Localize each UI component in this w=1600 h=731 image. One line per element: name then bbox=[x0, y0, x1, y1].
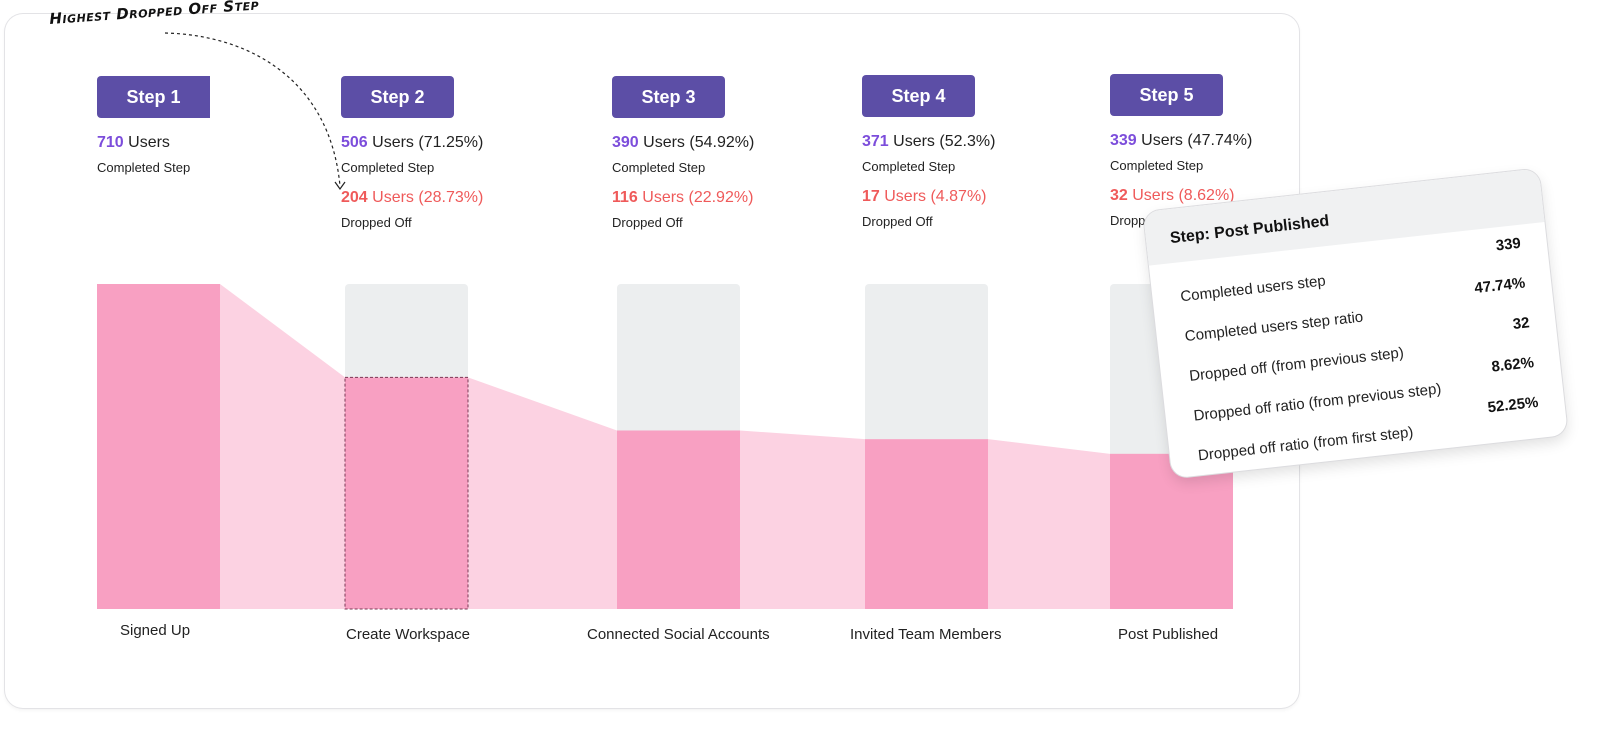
completed-users: 506 Users (71.25%) bbox=[341, 134, 483, 152]
completed-count: 710 bbox=[97, 134, 124, 151]
completed-text: Users bbox=[123, 134, 170, 151]
bar-invited-team-members[interactable] bbox=[865, 439, 988, 609]
dropped-count: 204 bbox=[341, 189, 368, 206]
step-3-column: Step 3 390 Users (54.92%) Completed Step… bbox=[612, 76, 754, 230]
completed-count: 506 bbox=[341, 134, 368, 151]
completed-label: Completed Step bbox=[1110, 158, 1204, 173]
funnel-connector bbox=[468, 377, 617, 609]
dropped-label: Dropped Off bbox=[341, 215, 412, 230]
bar-connected-social-accounts[interactable] bbox=[617, 430, 740, 609]
step-badge[interactable]: Step 1 bbox=[97, 76, 210, 118]
annotation-arrow bbox=[164, 32, 341, 187]
dropped-users: 17 Users (4.87%) bbox=[862, 188, 995, 206]
completed-text: Users (52.3%) bbox=[888, 133, 996, 150]
dropped-users: 204 Users (28.73%) bbox=[341, 189, 483, 207]
tooltip-row-value: 52.25% bbox=[1486, 393, 1540, 417]
funnel-connector bbox=[220, 284, 345, 609]
tooltip-row-value: 339 bbox=[1494, 234, 1522, 255]
bar-label-post-published: Post Published bbox=[1118, 626, 1219, 643]
dropped-count: 32 bbox=[1110, 187, 1128, 204]
tooltip-row-value: 47.74% bbox=[1473, 274, 1527, 298]
completed-users: 710 Users bbox=[97, 134, 210, 152]
bar-create-workspace[interactable] bbox=[344, 376, 469, 610]
completed-count: 339 bbox=[1110, 132, 1137, 149]
dropped-label: Dropped Off bbox=[862, 214, 933, 229]
step-badge[interactable]: Step 2 bbox=[341, 76, 454, 118]
completed-label: Completed Step bbox=[612, 160, 706, 175]
completed-label: Completed Step bbox=[97, 160, 191, 175]
completed-count: 371 bbox=[862, 133, 889, 150]
bar-label-invited-team-members: Invited Team Members bbox=[850, 626, 1002, 643]
step-badge[interactable]: Step 5 bbox=[1110, 74, 1223, 116]
completed-label: Completed Step bbox=[862, 159, 956, 174]
dropped-count: 17 bbox=[862, 188, 880, 205]
step-2-column: Step 2 506 Users (71.25%) Completed Step… bbox=[341, 76, 483, 230]
step-tooltip: Step: Post Published Completed users ste… bbox=[1143, 168, 1569, 479]
completed-users: 339 Users (47.74%) bbox=[1110, 132, 1252, 150]
bar-label-connected-social-accounts: Connected Social Accounts bbox=[587, 626, 770, 643]
completed-users: 390 Users (54.92%) bbox=[612, 134, 754, 152]
funnel-connector bbox=[740, 430, 865, 609]
bar-label-create-workspace: Create Workspace bbox=[346, 626, 470, 643]
dropped-text: Users (8.62%) bbox=[1127, 187, 1235, 204]
step-4-column: Step 4 371 Users (52.3%) Completed Step … bbox=[862, 75, 995, 229]
bar-signed-up[interactable] bbox=[97, 284, 220, 609]
tooltip-row-value: 32 bbox=[1511, 314, 1531, 334]
tooltip-row-value: 8.62% bbox=[1490, 354, 1535, 376]
step-badge[interactable]: Step 3 bbox=[612, 76, 725, 118]
dropped-text: Users (22.92%) bbox=[637, 189, 754, 206]
completed-text: Users (54.92%) bbox=[638, 134, 755, 151]
step-1-column: Step 1 710 Users Completed Step bbox=[97, 76, 210, 175]
bar-label-signed-up: Signed Up bbox=[120, 622, 191, 639]
dropped-label: Dropped Off bbox=[612, 215, 683, 230]
step-badge[interactable]: Step 4 bbox=[862, 75, 975, 117]
annotation-arrowhead-icon bbox=[334, 181, 346, 191]
completed-users: 371 Users (52.3%) bbox=[862, 133, 995, 151]
dropped-text: Users (4.87%) bbox=[879, 188, 987, 205]
completed-text: Users (71.25%) bbox=[367, 134, 484, 151]
dropped-users: 116 Users (22.92%) bbox=[612, 189, 754, 207]
completed-label: Completed Step bbox=[341, 160, 435, 175]
completed-text: Users (47.74%) bbox=[1136, 132, 1253, 149]
dropped-count: 116 bbox=[612, 189, 638, 206]
funnel-connector bbox=[988, 439, 1110, 609]
dropped-users: 32 Users (8.62%) bbox=[1110, 187, 1252, 205]
dropped-text: Users (28.73%) bbox=[367, 189, 484, 206]
bar-post-published[interactable] bbox=[1110, 453, 1233, 609]
completed-count: 390 bbox=[612, 134, 639, 151]
